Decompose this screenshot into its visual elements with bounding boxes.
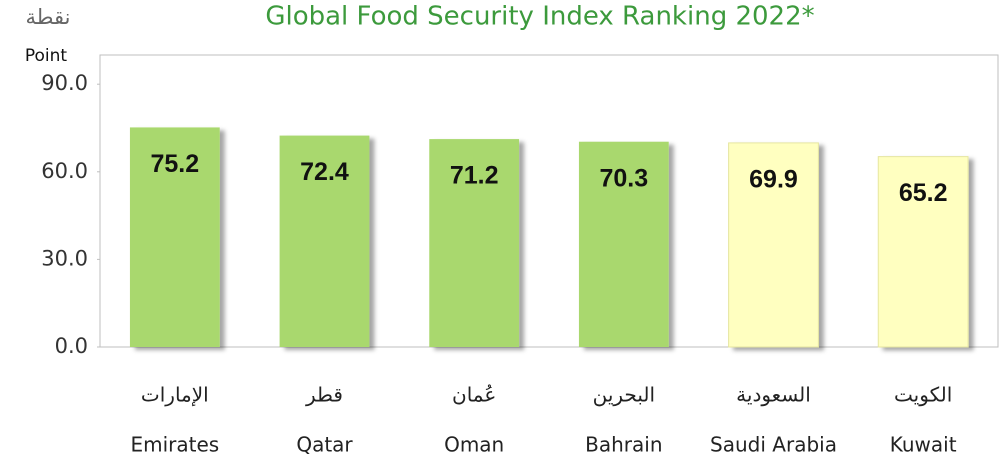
- value-label: 65.2: [899, 179, 948, 207]
- x-tick-label: Saudi Arabia: [710, 433, 837, 457]
- y-label: Point: [25, 46, 68, 66]
- value-label: 69.9: [749, 166, 798, 194]
- bar: [129, 127, 220, 347]
- x-tick-label: Bahrain: [585, 433, 662, 457]
- value-label: 72.4: [300, 158, 349, 186]
- bar: [877, 156, 969, 348]
- x-tick-label-ar: السعودية: [736, 383, 811, 407]
- value-label: 75.2: [150, 150, 199, 178]
- x-tick-label: Oman: [444, 433, 504, 457]
- x-tick-label-ar: قطر: [305, 383, 343, 407]
- chart-title: Global Food Security Index Ranking 2022*: [265, 2, 814, 32]
- y-tick-label: 30.0: [41, 246, 88, 270]
- x-tick-label: Emirates: [130, 433, 219, 457]
- y-tick-label: 90.0: [41, 71, 88, 95]
- y-tick-label: 0.0: [55, 334, 88, 358]
- plot-frame: [99, 54, 999, 348]
- value-label: 70.3: [599, 164, 648, 192]
- bar: [578, 141, 669, 347]
- y-tick-label: 60.0: [41, 159, 88, 183]
- x-tick-label: Kuwait: [890, 433, 957, 457]
- bar: [728, 142, 819, 348]
- x-tick-label-ar: الإمارات: [141, 383, 209, 407]
- y-label-ar: نقطة: [26, 5, 71, 29]
- x-tick-label-ar: عُمان: [452, 383, 496, 407]
- x-tick-label: Qatar: [296, 433, 353, 457]
- bar: [279, 135, 370, 347]
- bar: [429, 139, 520, 347]
- x-tick-label-ar: الكويت: [894, 383, 952, 407]
- x-tick-label-ar: البحرين: [593, 383, 655, 407]
- value-label: 71.2: [450, 162, 499, 190]
